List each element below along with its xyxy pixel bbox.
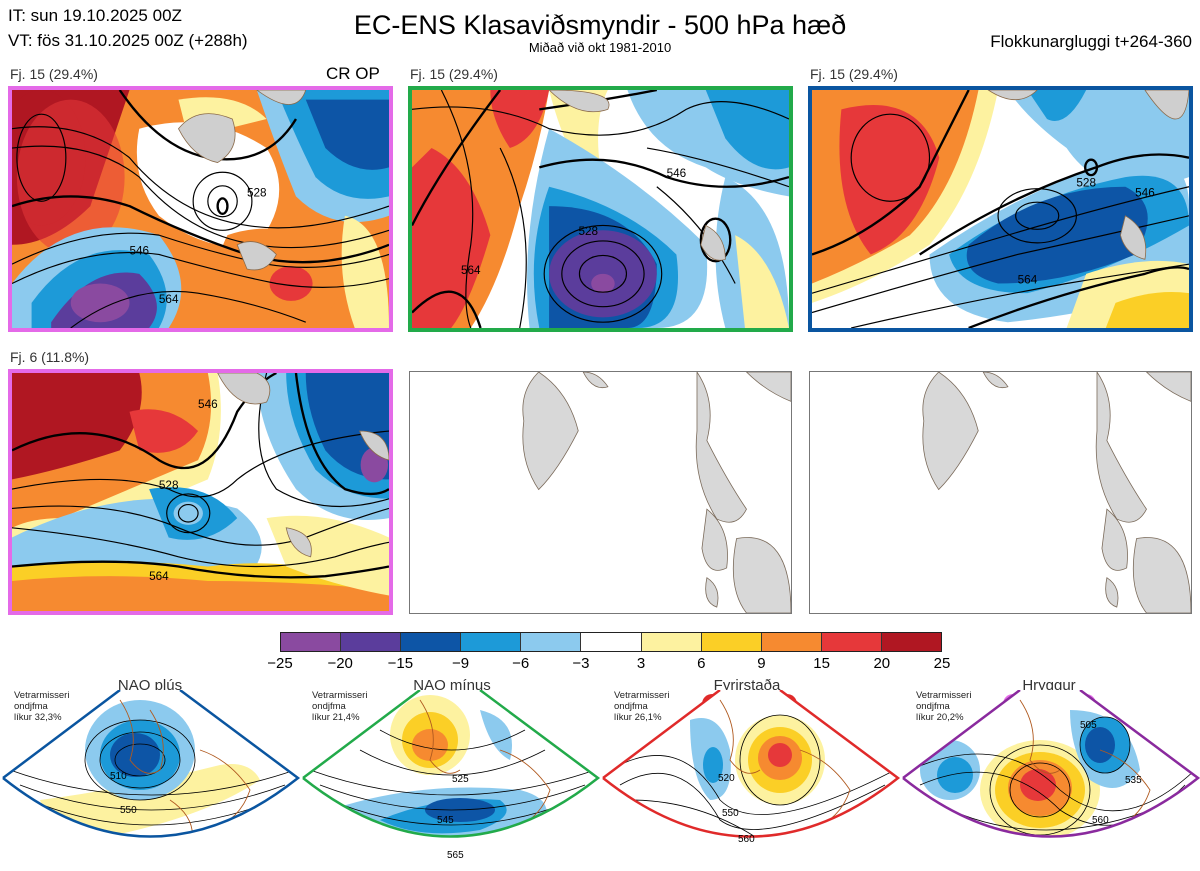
regime-map-nao-minus — [303, 690, 598, 837]
classification-window: Flokkunargluggi t+264-360 — [990, 32, 1192, 51]
valid-time: VT: fös 31.10.2025 00Z (+288h) — [8, 31, 248, 50]
colorbar-tick-label: 25 — [933, 655, 951, 672]
cluster-map-1: 564 546 528 — [12, 90, 389, 328]
panel-3-label: Fj. 15 (29.4%) — [810, 66, 898, 82]
regime-map-ridge — [903, 690, 1198, 837]
regime-contour-label: 560 — [1092, 815, 1109, 826]
contour-label: 546 — [130, 245, 150, 258]
colorbar-bin — [581, 633, 642, 651]
colorbar-tick-label: −15 — [387, 655, 414, 672]
regime-contour-label: 505 — [1080, 720, 1097, 731]
empty-map-2 — [809, 371, 1192, 614]
contour-label: 564 — [461, 264, 481, 277]
regime-contour-label: 510 — [110, 771, 127, 782]
empty-map-1 — [409, 371, 792, 614]
regime-contour-label: 560 — [738, 834, 755, 845]
regime-name-nao-minus: NAO mínus — [413, 677, 491, 694]
colorbar-tick-label: −6 — [512, 655, 530, 672]
contour-label: 564 — [149, 570, 169, 583]
page-subtitle: Miðað við okt 1981-2010 — [528, 40, 672, 55]
regime-name-ridge: Hryggur — [1022, 677, 1076, 694]
cluster-panel-3: 564 546 528 — [808, 86, 1193, 332]
colorbar-tick-label: 20 — [873, 655, 891, 672]
colorbar-tick-label: 6 — [697, 655, 706, 672]
contour-label: 546 — [198, 398, 218, 411]
colorbar-bin — [461, 633, 522, 651]
colorbar-bin — [641, 633, 702, 651]
regime-map-nao-plus — [3, 690, 298, 837]
regime-name-nao-plus: NAO plús — [117, 677, 183, 694]
colorbar-bin — [341, 633, 402, 651]
regime-contour-label: 525 — [452, 774, 469, 785]
colorbar-bin — [401, 633, 462, 651]
regime-contour-label: 535 — [1125, 775, 1142, 786]
panel-2-label: Fj. 15 (29.4%) — [410, 66, 498, 82]
cluster-map-2: 546 528 564 — [412, 90, 789, 328]
contour-label: 528 — [159, 479, 179, 492]
colorbar-bin — [521, 633, 582, 651]
cluster-panel-2: 546 528 564 — [408, 86, 793, 332]
regime-contour-label: 520 — [718, 773, 735, 784]
initial-time: IT: sun 19.10.2025 00Z — [8, 6, 182, 25]
colorbar-bin — [761, 633, 822, 651]
colorbar-tick-label: −3 — [572, 655, 590, 672]
cluster-panel-1: 564 546 528 — [8, 86, 393, 332]
cluster-panel-4: 546 528 564 — [8, 369, 393, 615]
contour-label: 546 — [667, 167, 687, 180]
cr-op-label: CR OP — [326, 64, 380, 83]
regime-stats-nao-minus: Vetrarmisseri ondjfma líkur 21,4% — [312, 690, 368, 723]
contour-label: 528 — [247, 186, 267, 199]
contour-label: 564 — [159, 293, 179, 306]
colorbar-tick-label: −9 — [451, 655, 470, 672]
regime-contour-label: 545 — [437, 815, 454, 826]
regime-stats-ridge: Vetrarmisseri ondjfma líkur 20,2% — [916, 690, 972, 723]
contour-label: 528 — [578, 225, 598, 238]
contour-label: 564 — [1018, 274, 1038, 287]
regime-name-blocking: Fyrirstaða — [713, 677, 781, 694]
base-map-1 — [522, 372, 791, 613]
colorbar-tick-label: 3 — [636, 655, 646, 672]
contour-label: 546 — [1135, 186, 1155, 199]
regime-contour-label: 565 — [447, 850, 464, 861]
contour-label: 528 — [1076, 177, 1096, 190]
cluster-map-3: 564 546 528 — [812, 90, 1189, 328]
colorbar-tick-label: 9 — [757, 655, 766, 672]
base-map-2 — [922, 372, 1191, 613]
colorbar-bin — [281, 633, 342, 651]
colorbar-tick-label: 15 — [813, 655, 830, 672]
colorbar-tick-label: −20 — [327, 655, 353, 672]
regime-stats-blocking: Vetrarmisseri ondjfma líkur 26,1% — [614, 690, 670, 723]
colorbar-bin — [881, 633, 942, 651]
regime-maps: 510 550 525 545 565 520 550 560 505 535 … — [2, 690, 1200, 861]
page-title: EC-ENS Klasaviðsmyndir - 500 hPa hæð — [353, 10, 847, 40]
cluster-map-4: 546 528 564 — [12, 373, 389, 611]
panel-1-label: Fj. 15 (29.4%) — [10, 66, 98, 82]
colorbar-tick-label: −25 — [267, 655, 293, 672]
colorbar-bin — [821, 633, 882, 651]
regime-stats-nao-plus: Vetrarmisseri ondjfma líkur 32,3% — [14, 690, 70, 723]
regime-contour-label: 550 — [722, 808, 739, 819]
panel-4-label: Fj. 6 (11.8%) — [10, 349, 90, 365]
regime-contour-label: 550 — [120, 805, 137, 816]
colorbar — [280, 632, 942, 652]
colorbar-bin — [701, 633, 762, 651]
